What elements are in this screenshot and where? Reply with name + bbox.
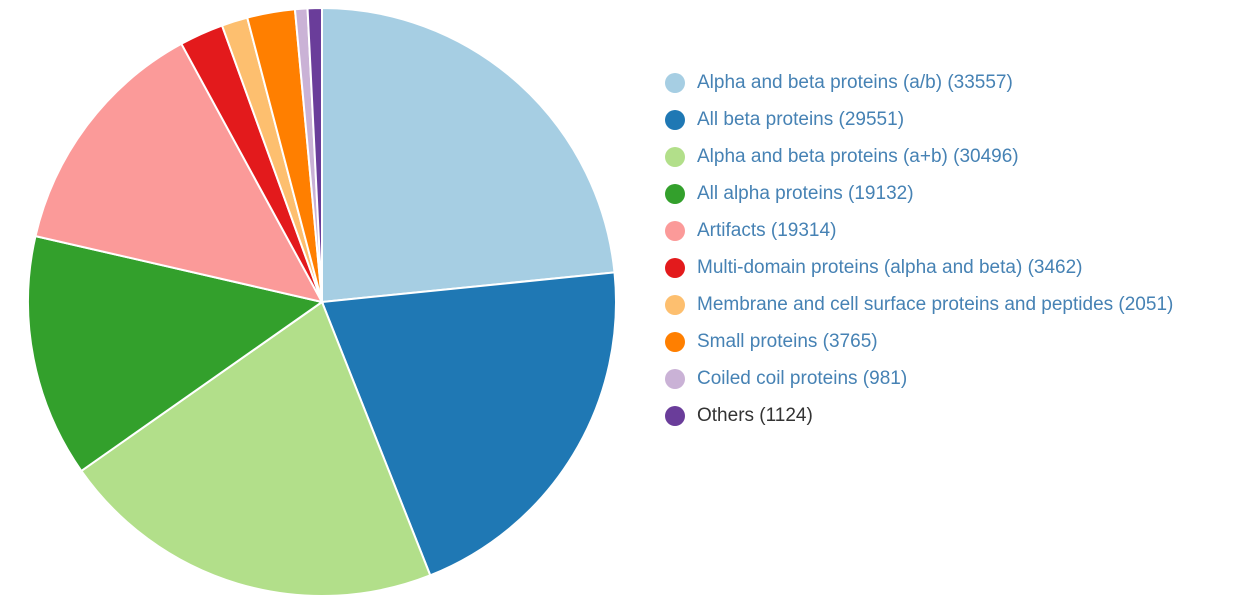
legend-swatch-icon [665,220,685,241]
legend-item-all-beta-proteins[interactable]: All beta proteins (29551) [665,101,1255,138]
pie-slice-others[interactable] [306,6,323,303]
legend-label: All alpha proteins (19132) [697,182,914,204]
legend-label: All beta proteins (29551) [697,108,905,130]
legend-item-others[interactable]: Others (1124) [665,397,1255,434]
pie-slice-alpha-and-beta-proteins[interactable] [321,6,616,304]
legend-item-alpha-and-beta-proteins[interactable]: Alpha and beta proteins (a+b) (30496) [665,138,1255,175]
legend-swatch-icon [665,183,685,204]
legend-item-multi-domain-proteins[interactable]: Multi-domain proteins (alpha and beta) (… [665,249,1255,286]
pie-plot-area [27,6,617,596]
legend-label: Alpha and beta proteins (a+b) (30496) [697,145,1019,167]
legend-item-alpha-and-beta-proteins[interactable]: Alpha and beta proteins (a/b) (33557) [665,64,1255,101]
legend-swatch-icon [665,146,685,167]
legend-label: Membrane and cell surface proteins and p… [697,293,1174,315]
legend-label: Others (1124) [697,404,813,426]
pie-slice-artifacts[interactable] [34,42,324,304]
legend-swatch-icon [665,257,685,278]
pie-slice-all-beta-proteins[interactable] [320,271,617,577]
legend-swatch-icon [665,405,685,426]
legend-label: Multi-domain proteins (alpha and beta) (… [697,256,1083,278]
pie-slice-all-alpha-proteins[interactable] [27,234,325,473]
chart-legend: Alpha and beta proteins (a/b) (33557) All… [665,64,1255,434]
legend-label: Coiled coil proteins (981) [697,367,908,389]
legend-label: Alpha and beta proteins (a/b) (33557) [697,71,1013,93]
legend-swatch-icon [665,109,685,130]
legend-item-coiled-coil-proteins[interactable]: Coiled coil proteins (981) [665,360,1255,397]
pie-slice-alpha-and-beta-proteins[interactable] [79,300,432,596]
legend-item-all-alpha-proteins[interactable]: All alpha proteins (19132) [665,175,1255,212]
legend-item-artifacts[interactable]: Artifacts (19314) [665,212,1255,249]
legend-item-small-proteins[interactable]: Small proteins (3765) [665,323,1255,360]
legend-swatch-icon [665,72,685,93]
legend-swatch-icon [665,294,685,315]
legend-item-membrane-and-cell-surface-proteins-and-peptides[interactable]: Membrane and cell surface proteins and p… [665,286,1255,323]
legend-label: Small proteins (3765) [697,330,878,352]
legend-swatch-icon [665,331,685,352]
legend-swatch-icon [665,368,685,389]
legend-label: Artifacts (19314) [697,219,837,241]
